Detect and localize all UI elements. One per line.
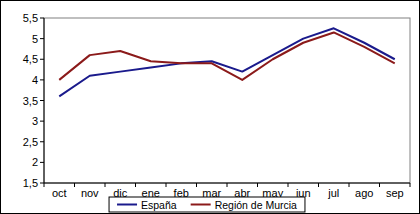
x-tick [410, 183, 411, 187]
x-tick-label: nov [81, 187, 99, 199]
y-tick-label: 4 [32, 74, 38, 86]
x-tick-label: oct [52, 187, 67, 199]
y-tick [40, 38, 44, 39]
y-tick [40, 100, 44, 101]
y-tick-label: 5 [32, 33, 38, 45]
plot-area [44, 18, 410, 183]
x-tick [257, 183, 258, 187]
x-tick [288, 183, 289, 187]
x-tick-label: jul [327, 187, 339, 199]
x-tick-label: ago [355, 187, 373, 199]
legend-box [109, 197, 305, 212]
x-tick [74, 183, 75, 187]
x-tick [349, 183, 350, 187]
y-tick [40, 183, 44, 184]
y-tick-label: 1,5 [23, 177, 38, 189]
legend: España Región de Murcia [109, 197, 305, 212]
y-tick [40, 18, 44, 19]
y-tick-label: 2,5 [23, 136, 38, 148]
y-tick [40, 121, 44, 122]
y-tick [40, 141, 44, 142]
y-tick-label: 3,5 [23, 95, 38, 107]
legend-swatch [117, 204, 137, 206]
y-tick-label: 4,5 [23, 53, 38, 65]
x-tick [196, 183, 197, 187]
x-tick [166, 183, 167, 187]
chart-border [1, 1, 420, 214]
y-tick-label: 2 [32, 156, 38, 168]
chart: 1,522,533,544,555,5octnovdicenefebmarabr… [0, 0, 420, 214]
x-tick [105, 183, 106, 187]
x-tick-label: sep [386, 187, 404, 199]
y-tick [40, 162, 44, 163]
y-axis [44, 18, 45, 183]
legend-swatch [191, 204, 211, 206]
legend-label: España [141, 199, 177, 211]
y-tick-label: 3 [32, 115, 38, 127]
y-tick-label: 5,5 [23, 12, 38, 24]
legend-label: Región de Murcia [215, 199, 297, 211]
x-tick [44, 183, 45, 187]
y-tick [40, 59, 44, 60]
series-line [59, 32, 395, 79]
series-line [59, 28, 395, 96]
x-tick [379, 183, 380, 187]
x-tick [135, 183, 136, 187]
x-tick [227, 183, 228, 187]
y-tick [40, 79, 44, 80]
x-tick [318, 183, 319, 187]
series-group [59, 28, 395, 96]
